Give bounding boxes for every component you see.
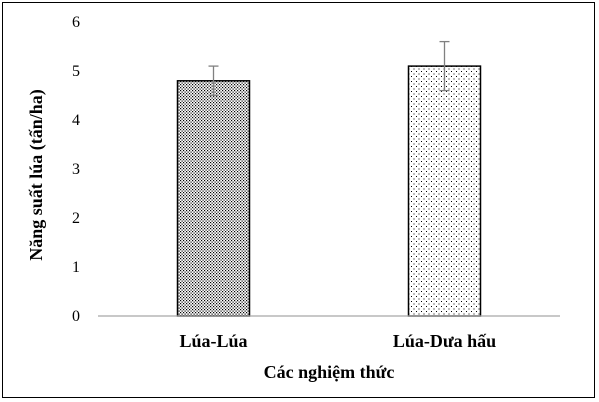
y-tick-label: 5	[72, 63, 80, 80]
error-bar	[208, 65, 219, 97]
y-tick-label: 0	[72, 308, 80, 325]
y-tick-label: 4	[72, 112, 80, 129]
chart-frame	[2, 2, 595, 398]
y-tick-label: 2	[72, 210, 80, 227]
y-tick-label: 6	[72, 14, 80, 31]
x-category-label: Lúa-Lúa	[179, 331, 247, 351]
y-axis-title: Năng suất lúa (tấn/ha)	[26, 89, 47, 261]
x-category-label: Lúa-Dưa hấu	[393, 331, 496, 351]
y-tick-label: 1	[72, 259, 80, 276]
bar	[407, 65, 482, 317]
error-bar	[439, 40, 450, 92]
x-axis-title: Các nghiệm thức	[264, 362, 395, 382]
y-tick-label: 3	[72, 161, 80, 178]
bar	[176, 80, 251, 317]
